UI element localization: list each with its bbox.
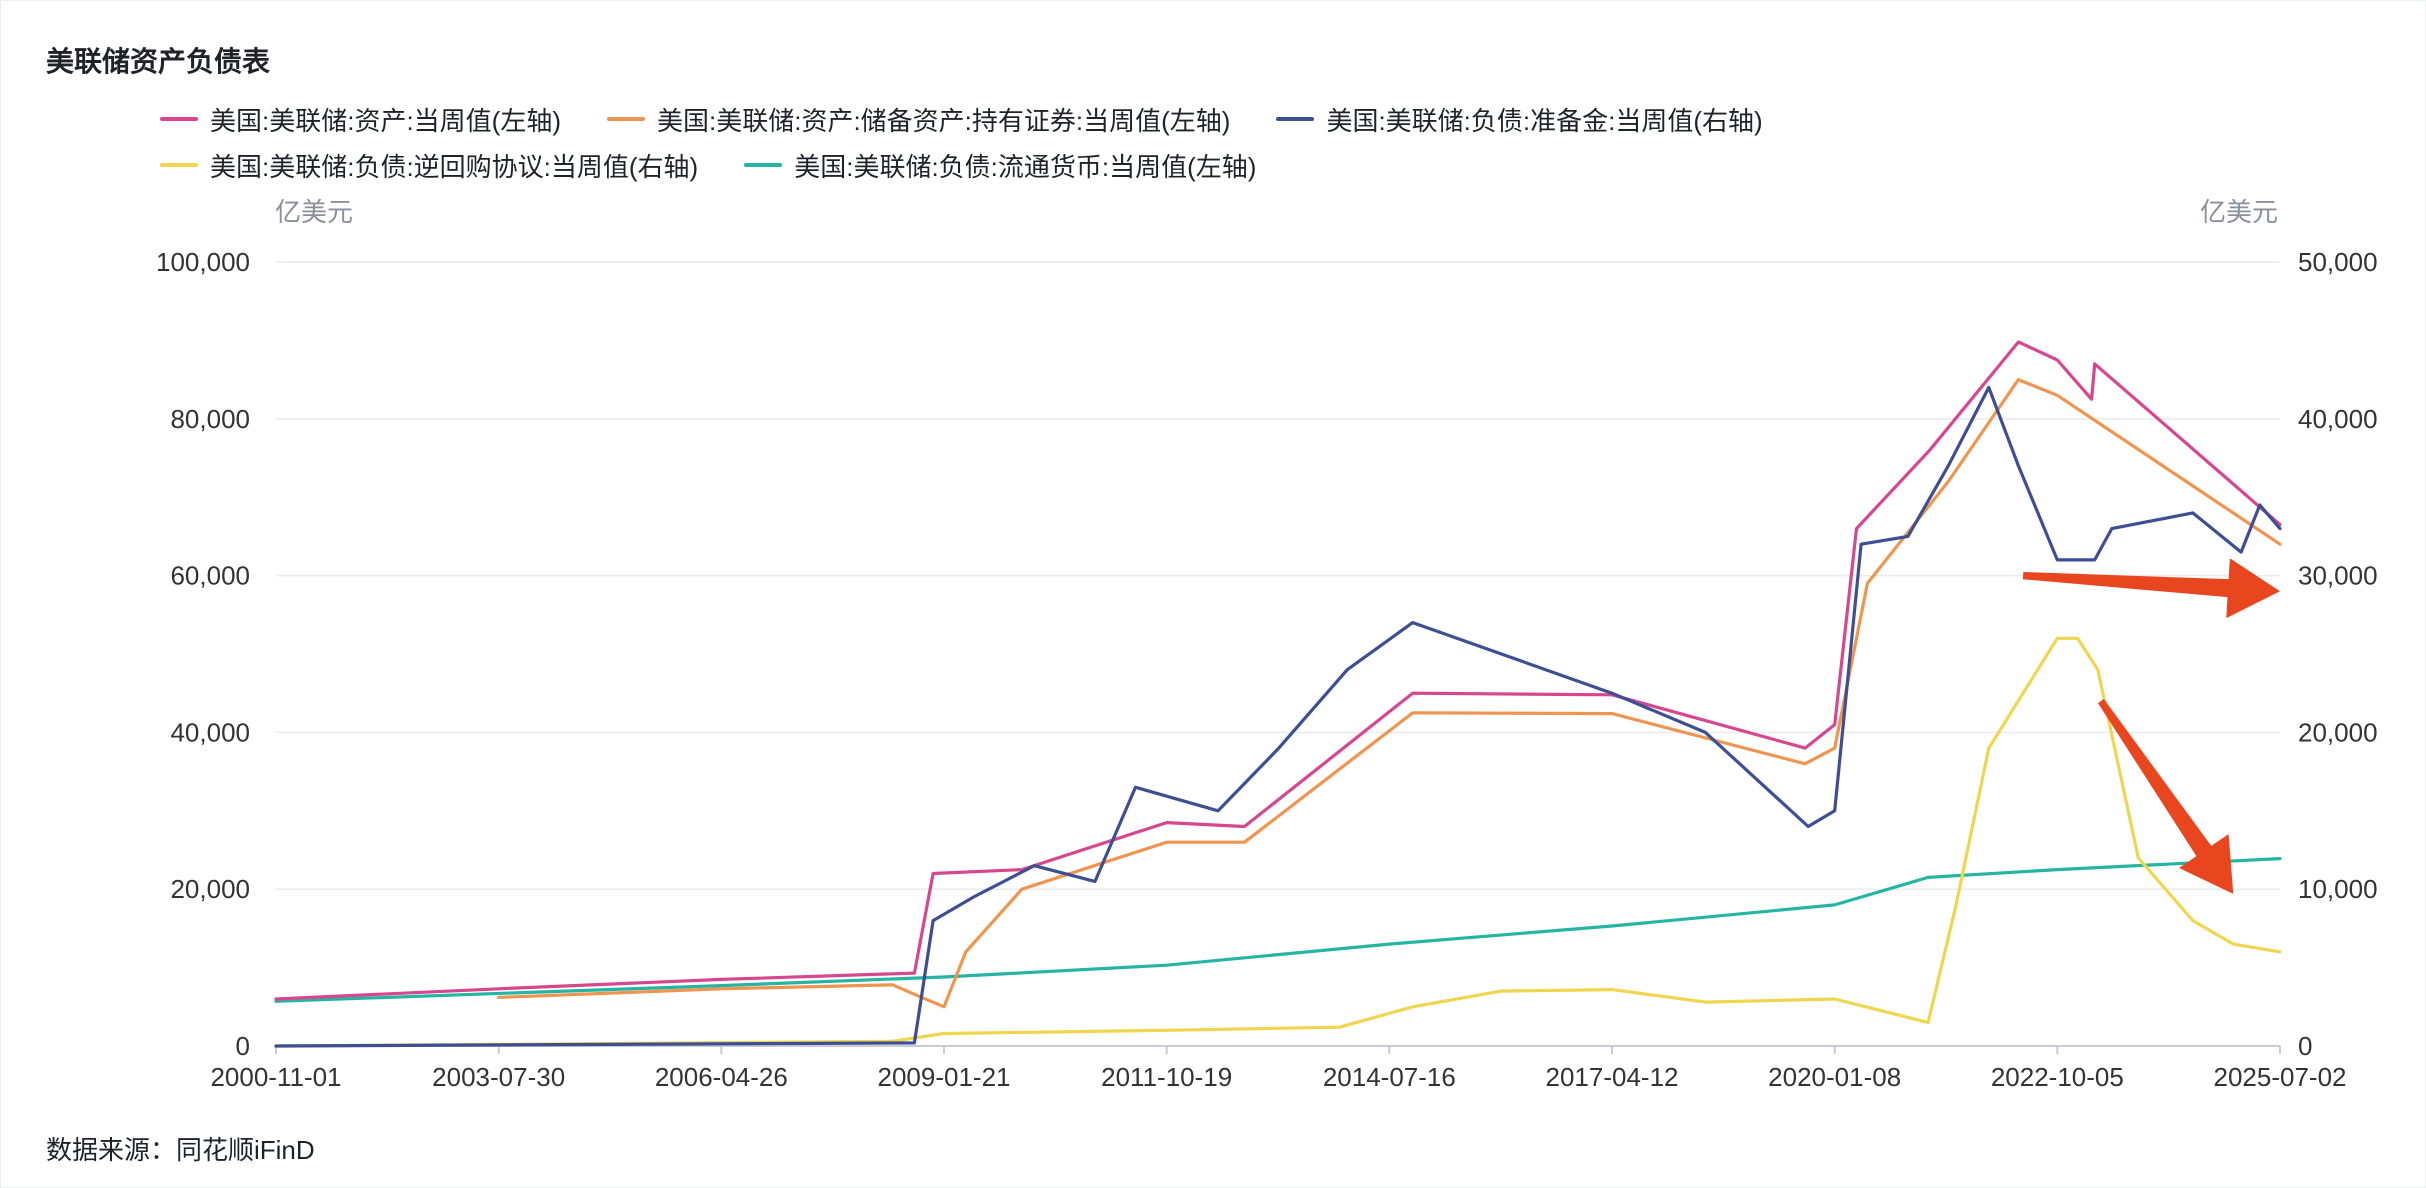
legend-item-securities-held[interactable]: 美国:美联储:资产:储备资产:持有证券:当周值(左轴) [607,101,1230,138]
left-tick-label: 80,000 [170,404,250,434]
series-line-0 [274,340,2282,1001]
left-tick-label: 40,000 [170,717,250,747]
legend-item-currency[interactable]: 美国:美联储:负债:流通货币:当周值(左轴) [744,147,1256,184]
right-tick-label: 0 [2298,1031,2312,1061]
legend-swatch [160,117,198,121]
legend-label: 美国:美联储:负债:流通货币:当周值(左轴) [794,151,1257,182]
right-axis: 0 10,000 20,000 30,000 40,000 50,000 [2298,247,2378,1061]
left-tick-label: 20,000 [170,874,250,904]
x-tick-label: 2009-01-21 [878,1062,1011,1092]
right-tick-label: 20,000 [2298,717,2378,747]
legend-swatch [744,163,783,167]
legend: 美国:美联储:资产:当周值(左轴) 美国:美联储:资产:储备资产:持有证券:当周… [160,96,2260,188]
annotation-arrow [2022,558,2280,619]
x-axis: 2000-11-01 2003-07-30 2006-04-26 2009-01-21… [210,1046,2347,1092]
annotation-arrow [2098,699,2234,894]
left-axis: 0 20,000 40,000 60,000 80,000 100,000 [156,247,250,1061]
x-tick-label: 2006-04-26 [655,1062,788,1092]
legend-label: 美国:美联储:资产:当周值(左轴) [210,105,561,136]
series-line-3 [274,636,2282,1048]
series-line-4 [274,856,2282,1003]
grid [276,261,2280,1047]
x-tick-label: 2017-04-12 [1546,1062,1679,1092]
series-line-1 [497,378,2282,1009]
x-tick-label: 2014-07-16 [1323,1062,1456,1092]
left-tick-label: 100,000 [156,247,250,277]
right-tick-label: 10,000 [2298,874,2378,904]
x-tick-label: 2003-07-30 [432,1062,565,1092]
legend-swatch [1276,117,1315,121]
series-lines [274,340,2282,1048]
chart-title: 美联储资产负债表 [46,46,271,77]
data-source: 数据来源：同花顺iFinD [46,1135,315,1165]
right-tick-label: 30,000 [2298,561,2378,591]
legend-row-1: 美国:美联储:资产:当周值(左轴) 美国:美联储:资产:储备资产:持有证券:当周… [160,96,2260,142]
legend-item-total-assets[interactable]: 美国:美联储:资产:当周值(左轴) [160,101,561,138]
legend-item-reserves[interactable]: 美国:美联储:负债:准备金:当周值(右轴) [1276,101,1763,138]
right-tick-label: 50,000 [2298,247,2378,277]
right-tick-label: 40,000 [2298,404,2378,434]
series-line-2 [274,385,2282,1048]
x-tick-label: 2011-10-19 [1101,1062,1232,1092]
legend-swatch [160,163,198,167]
legend-swatch [607,117,645,121]
left-tick-label: 60,000 [170,561,250,591]
x-tick-label: 2022-10-05 [1991,1062,2124,1092]
legend-row-2: 美国:美联储:负债:逆回购协议:当周值(右轴) 美国:美联储:负债:流通货币:当… [160,142,2260,188]
legend-label: 美国:美联储:资产:储备资产:持有证券:当周值(左轴) [657,105,1231,136]
x-tick-label: 2025-07-02 [2214,1062,2347,1092]
legend-label: 美国:美联储:负债:准备金:当周值(右轴) [1326,105,1763,136]
left-axis-unit: 亿美元 [275,197,354,227]
annotations [2022,558,2280,894]
legend-item-reverse-repo[interactable]: 美国:美联储:负债:逆回购协议:当周值(右轴) [160,147,698,184]
legend-label: 美国:美联储:负债:逆回购协议:当周值(右轴) [210,151,699,182]
x-tick-label: 2000-11-01 [210,1062,341,1092]
left-tick-label: 0 [236,1031,250,1061]
right-axis-unit: 亿美元 [2199,197,2278,227]
x-tick-label: 2020-01-08 [1768,1062,1901,1092]
